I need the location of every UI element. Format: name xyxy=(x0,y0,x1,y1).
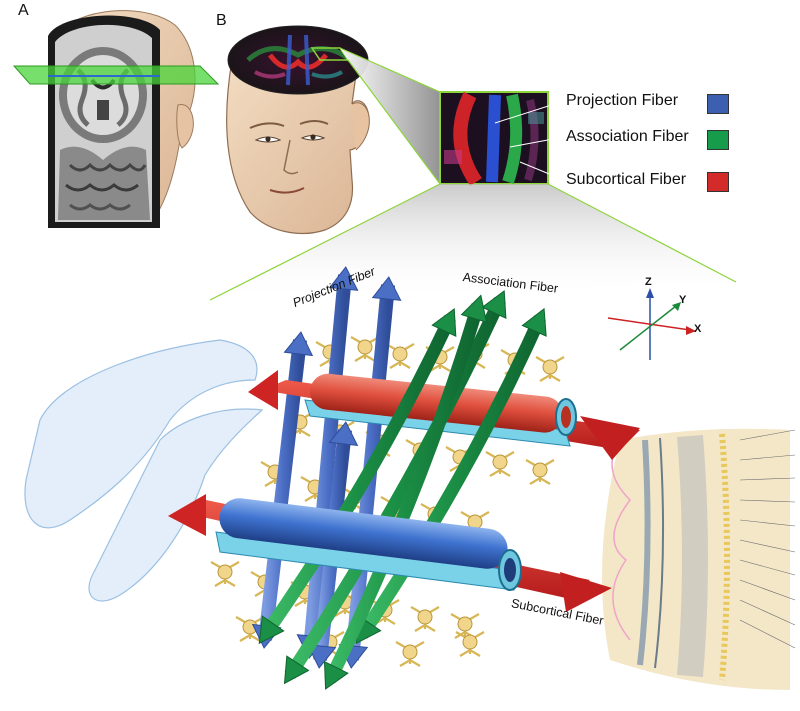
tissue-right-cortex xyxy=(602,428,796,690)
neuron xyxy=(210,561,240,587)
neuron xyxy=(535,356,565,382)
legend-label-projection: Projection Fiber xyxy=(566,92,679,109)
subcortical-tube-lower xyxy=(168,494,612,612)
association-arrow xyxy=(323,294,488,690)
association-fiber-arrows xyxy=(258,289,547,690)
axis-x-label: X xyxy=(694,323,702,335)
neuron xyxy=(455,631,485,657)
neuron xyxy=(410,606,440,632)
legend-swatch-projection xyxy=(707,94,729,114)
neuron xyxy=(450,613,480,639)
legend-swatch-subcortical xyxy=(707,172,729,192)
neuron xyxy=(385,343,415,369)
panel-b-label: B xyxy=(216,12,227,29)
panel-a-label: A xyxy=(18,2,29,19)
association-arrow xyxy=(258,307,457,645)
zoom-connector xyxy=(339,47,441,185)
legend-label-subcortical: Subcortical Fiber xyxy=(566,171,687,188)
neuron xyxy=(395,641,425,667)
neuron xyxy=(350,336,380,362)
subcortical-tube-upper xyxy=(248,370,640,460)
tissue-left-fold xyxy=(24,339,264,602)
association-arrow xyxy=(283,289,507,685)
dti-inset xyxy=(439,91,565,186)
neuron xyxy=(485,451,515,477)
legend-swatch-association xyxy=(707,130,729,150)
axis-z-label: Z xyxy=(645,276,652,288)
panel-b-dti-head xyxy=(226,25,370,235)
coordinate-axes xyxy=(607,288,696,360)
neuron xyxy=(525,459,555,485)
panel-a-mri-head xyxy=(12,10,220,228)
legend-label-association: Association Fiber xyxy=(566,128,689,145)
zoom-connector-lower xyxy=(209,183,737,301)
axis-y-label: Y xyxy=(679,294,687,306)
